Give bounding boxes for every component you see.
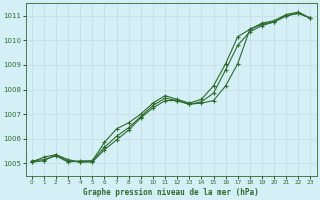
X-axis label: Graphe pression niveau de la mer (hPa): Graphe pression niveau de la mer (hPa) [83,188,259,197]
